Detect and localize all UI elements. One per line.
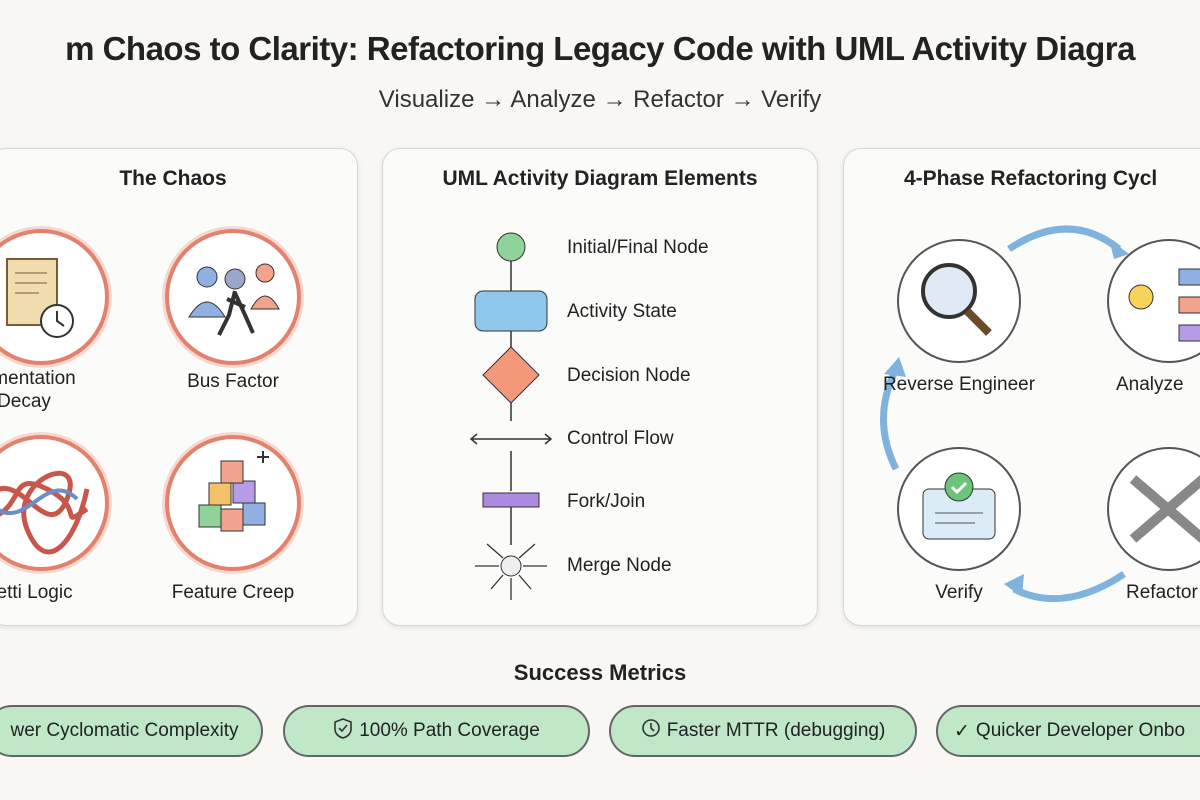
lightbulb-icon: [1107, 239, 1200, 363]
uml-label-control-flow: Control Flow: [567, 428, 674, 449]
uml-label-fork-join: Fork/Join: [567, 491, 646, 512]
control-flow-icon: [469, 433, 553, 445]
phase-label-refactor: Refactor: [1126, 582, 1198, 603]
uml-elements-diagram: [469, 232, 553, 600]
magnifier-icon: [897, 239, 1021, 363]
chaos-title: The Chaos: [119, 167, 227, 190]
phase-label-analyze: Analyze: [1116, 374, 1184, 395]
tangled-arrows-icon: [0, 435, 109, 571]
clock-icon: [641, 718, 661, 744]
metric-label: wer Cyclomatic Complexity: [10, 720, 239, 741]
phase-label-verify: Verify: [935, 582, 983, 603]
cycle-panel: 4-Phase Refactoring Cycl Reverse Enginee…: [843, 148, 1200, 626]
wrench-icon: [1107, 447, 1200, 571]
chaos-label-bus-factor: Bus Factor: [187, 371, 279, 392]
checkmark-icon: ✓: [954, 720, 970, 742]
metric-label: 100% Path Coverage: [359, 720, 540, 741]
uml-title: UML Activity Diagram Elements: [442, 167, 758, 190]
uml-panel: UML Activity Diagram Elements Initial/Fi…: [382, 148, 818, 626]
chaos-label-documentation-decay: cumentation Decay: [0, 368, 76, 412]
uml-label-activity: Activity State: [567, 301, 677, 322]
metrics-title: Success Metrics: [513, 660, 687, 685]
checklist-icon: [897, 447, 1021, 571]
page-title: m Chaos to Clarity: Refactoring Legacy C…: [65, 30, 1135, 67]
page-subtitle: Visualize → Analyze → Refactor → Verify: [378, 86, 822, 113]
metric-label: Faster MTTR (debugging): [666, 720, 886, 741]
uml-label-initial-final: Initial/Final Node: [567, 237, 709, 258]
uml-label-decision: Decision Node: [567, 365, 691, 386]
stacked-blocks-icon: [165, 435, 301, 571]
fork-join-icon: [482, 492, 540, 508]
initial-node-icon: [496, 232, 526, 262]
cycle-arrows: [880, 225, 1129, 603]
metric-pill-complexity: wer Cyclomatic Complexity: [0, 705, 263, 757]
decision-node-icon: [482, 346, 540, 404]
metric-pill-onboarding: ✓ Quicker Developer Onbo: [936, 705, 1200, 757]
metric-pill-mttr: Faster MTTR (debugging): [609, 705, 917, 757]
document-clock-icon: [0, 229, 109, 365]
chaos-label-feature-creep: Feature Creep: [171, 582, 295, 603]
people-walking-away-icon: [165, 229, 301, 365]
uml-label-merge: Merge Node: [567, 555, 672, 576]
merge-node-icon: [475, 543, 547, 600]
cycle-title: 4-Phase Refactoring Cycl: [904, 167, 1158, 190]
chaos-panel: The Chaos cumentation Decay Bus Factor g…: [0, 148, 358, 626]
phase-label-reverse-engineer: Reverse Engineer: [882, 374, 1036, 395]
metric-label: Quicker Developer Onbo: [975, 720, 1186, 741]
activity-state-icon: [474, 290, 548, 332]
metric-pill-path-coverage: 100% Path Coverage: [283, 705, 590, 757]
shield-check-icon: [333, 717, 353, 745]
chaos-label-spaghetti-logic: ghetti Logic: [0, 582, 73, 603]
